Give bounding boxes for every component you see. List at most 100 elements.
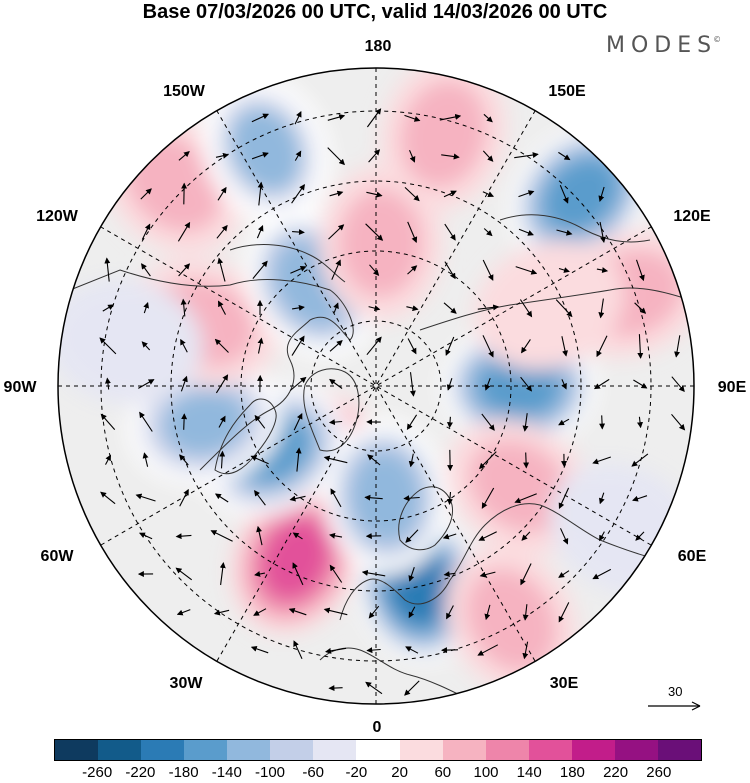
wind-vector	[102, 304, 115, 312]
reference-vector-value: 30	[668, 684, 683, 699]
colorbar-segment	[184, 740, 228, 760]
wind-vector	[558, 418, 570, 426]
map-disc	[57, 67, 695, 705]
colorbar-tick-label: 100	[473, 764, 499, 781]
wind-vector	[559, 184, 569, 204]
label-30e: 30E	[550, 675, 579, 692]
meridian-30w-150e	[216, 110, 536, 662]
label-120w: 120W	[36, 208, 79, 225]
wind-vector	[558, 602, 570, 623]
wind-vector	[598, 186, 605, 202]
colorbar-tick-label: 180	[559, 764, 585, 781]
wind-vector	[633, 379, 648, 389]
wind-vector	[288, 607, 307, 616]
wind-vector	[289, 376, 307, 391]
wind-vector	[483, 113, 493, 123]
wind-vector	[520, 563, 532, 586]
wind-vector	[443, 190, 457, 198]
colorbar-segment	[399, 740, 443, 760]
wind-vector	[369, 264, 380, 276]
wind-vector	[254, 414, 266, 429]
colorbar-segment	[356, 740, 400, 760]
anomaly-contour	[338, 189, 424, 297]
wind-vector	[178, 263, 191, 277]
wind-vector	[141, 341, 151, 351]
wind-vector	[218, 415, 226, 428]
wind-vector	[250, 645, 269, 654]
wind-vector	[481, 413, 495, 431]
brand-mark: ©	[713, 35, 722, 44]
wind-vector	[366, 336, 382, 356]
wind-vector	[406, 414, 418, 431]
wind-vector	[329, 190, 344, 197]
wind-vector	[444, 223, 456, 241]
colorbar-segment	[657, 740, 701, 760]
wind-vector	[178, 151, 190, 161]
wind-vectors	[99, 108, 686, 696]
wind-vector	[403, 495, 420, 502]
wind-vector	[180, 298, 187, 317]
anomaly-contour	[542, 158, 619, 233]
coast-north-america	[69, 269, 354, 471]
wind-vector	[556, 229, 573, 236]
wind-vector	[327, 147, 346, 166]
wind-vector	[596, 267, 609, 273]
colorbar-segment	[485, 740, 529, 760]
wind-vector	[361, 569, 386, 577]
wind-vector	[598, 492, 605, 505]
wind-vector	[331, 259, 341, 280]
wind-vector	[365, 223, 384, 241]
colorbar-tick-label: -20	[345, 764, 368, 781]
wind-vector	[104, 257, 111, 282]
wind-vector	[519, 299, 533, 318]
wind-vector	[100, 413, 116, 430]
wind-vector	[99, 337, 117, 355]
wind-vector	[596, 335, 608, 358]
colorbar-tick-label: 220	[603, 764, 629, 781]
wind-vector	[408, 149, 416, 163]
colorbar-segment	[98, 740, 142, 760]
wind-vector	[293, 412, 303, 431]
wind-vector	[328, 419, 343, 426]
wind-vector	[637, 416, 644, 429]
wind-vector	[599, 531, 605, 542]
wind-vector	[292, 304, 305, 311]
wind-vector	[141, 263, 151, 277]
wind-vector	[104, 377, 111, 390]
wind-vector	[477, 304, 500, 311]
wind-vector	[482, 335, 494, 358]
wind-vector	[407, 221, 418, 244]
wind-vector	[404, 114, 421, 122]
wind-vector	[674, 335, 681, 358]
wind-vector	[100, 491, 116, 505]
colorbar-segment	[614, 740, 658, 760]
wind-vector	[482, 150, 494, 162]
wind-vector	[478, 451, 497, 470]
wind-vector	[521, 339, 531, 354]
label-0: 0	[373, 719, 382, 735]
wind-vector	[364, 494, 383, 501]
colorbar	[54, 739, 702, 761]
wind-vector	[142, 452, 149, 467]
wind-vector	[514, 152, 539, 159]
wind-vector	[366, 191, 383, 198]
wind-vector	[523, 452, 530, 469]
wind-vector	[409, 372, 416, 397]
wind-vector	[637, 334, 644, 359]
anomaly-contour	[261, 518, 330, 600]
anomaly-contour	[228, 105, 304, 194]
wind-vector	[323, 607, 348, 616]
wind-vector	[179, 454, 189, 466]
wind-vector	[439, 113, 462, 121]
wind-vector	[256, 224, 264, 239]
wind-vector	[366, 647, 381, 654]
wind-vector	[408, 606, 416, 619]
colorbar-tick-label: -220	[125, 764, 156, 781]
wind-vector	[175, 567, 193, 581]
wind-vector	[514, 493, 537, 504]
wind-vector	[404, 680, 420, 696]
wind-vector	[445, 336, 455, 356]
wind-vector	[632, 495, 648, 502]
wind-vector	[175, 533, 192, 540]
wind-vector	[251, 152, 269, 160]
